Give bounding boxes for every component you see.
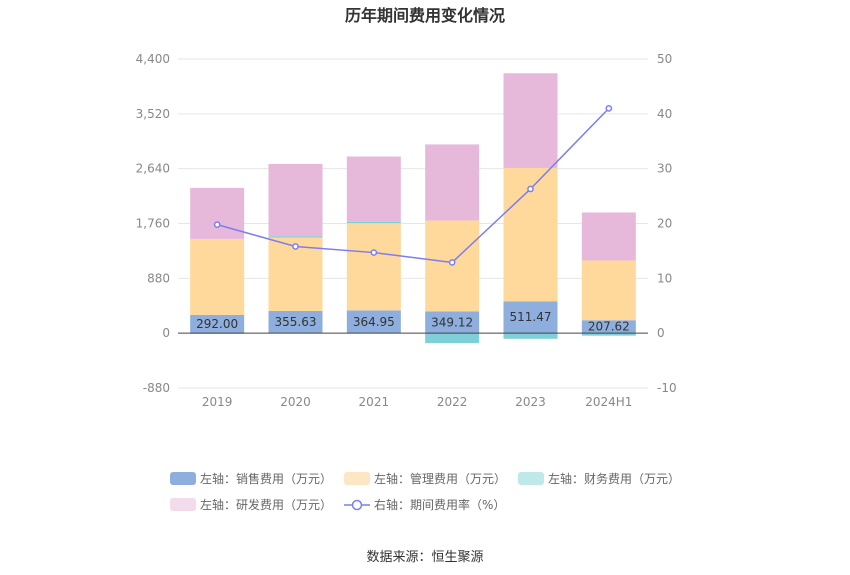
y-right-tick-label: 40 xyxy=(657,107,672,121)
legend-row: 左轴：研发费用（万元） 右轴：期间费用率（%） xyxy=(170,496,690,513)
bar-segment xyxy=(503,73,558,168)
axes: -880 0 880 1,760 2,640 3,520 4,400 -10 0 10 20 30 40… xyxy=(136,52,677,409)
y-left-tick-label: 4,400 xyxy=(136,52,170,66)
legend-item[interactable]: 左轴：财务费用（万元） xyxy=(518,470,680,487)
rate-point xyxy=(370,249,378,256)
legend-item[interactable]: 右轴：期间费用率（%） xyxy=(344,496,505,513)
data-label-group: 292.00 355.63 364.95 349.12 511.47 207.62 xyxy=(196,310,630,333)
y-right-tick-label: -10 xyxy=(657,381,677,395)
legend: 左轴：销售费用（万元） 左轴：管理费用（万元） 左轴：财务费用（万元） 左轴：研发费… xyxy=(170,470,690,522)
legend-row: 左轴：销售费用（万元） 左轴：管理费用（万元） 左轴：财务费用（万元） xyxy=(170,470,690,487)
grid-lines xyxy=(178,58,648,389)
bar-group xyxy=(190,73,636,344)
legend-swatch xyxy=(170,498,196,511)
bar-segment xyxy=(190,314,245,334)
rate-point xyxy=(448,259,456,266)
bar-segment xyxy=(425,144,480,221)
x-tick-label: 2020 xyxy=(280,395,311,409)
bar-segment xyxy=(581,260,636,321)
y-right-tick-label: 10 xyxy=(657,271,672,285)
bar-segment xyxy=(268,163,323,237)
bar-segment xyxy=(190,238,245,315)
source-note: 数据来源：恒生聚源 xyxy=(366,550,484,565)
y-right-tick-label: 0 xyxy=(657,326,665,340)
legend-item[interactable]: 左轴：研发费用（万元） xyxy=(170,496,332,513)
x-tick-label: 2021 xyxy=(359,395,390,409)
x-tick-label: 2024H1 xyxy=(585,395,632,409)
legend-label: 左轴：管理费用（万元） xyxy=(374,472,507,486)
legend-label: 左轴：销售费用（万元） xyxy=(200,472,333,486)
bar-segment xyxy=(346,223,401,311)
bar-segment xyxy=(268,236,323,238)
x-tick-label: 2019 xyxy=(202,395,233,409)
rate-point xyxy=(605,105,613,112)
bar-segment xyxy=(425,311,480,334)
data-label: 355.63 xyxy=(275,315,317,329)
legend-line-marker xyxy=(344,499,371,510)
chart-title: 历年期间费用变化情况 xyxy=(344,6,505,25)
rate-point xyxy=(292,243,299,250)
y-left-tick-label: 0 xyxy=(162,326,170,340)
legend-swatch xyxy=(518,472,545,485)
y-right-tick-label: 50 xyxy=(657,52,672,66)
bar-segment xyxy=(503,301,558,334)
legend-label: 左轴：研发费用（万元） xyxy=(200,498,333,512)
data-label: 364.95 xyxy=(353,315,395,329)
bar-segment xyxy=(581,320,636,334)
y-right-tick-label: 20 xyxy=(657,217,672,231)
rate-line xyxy=(216,107,610,264)
bar-segment xyxy=(346,221,401,224)
bar-segment xyxy=(346,156,401,222)
rate-point xyxy=(527,185,534,193)
data-label: 292.00 xyxy=(196,317,238,331)
x-tick-label: 2022 xyxy=(437,395,468,409)
bar-segment xyxy=(425,220,480,312)
bar-segment xyxy=(503,333,558,339)
bar-segment xyxy=(581,212,636,261)
y-left-tick-label: 1,760 xyxy=(136,217,170,231)
y-right-tick-label: 30 xyxy=(657,162,672,176)
bar-segment xyxy=(581,333,636,336)
data-label: 349.12 xyxy=(431,315,473,329)
y-left-tick-label: -880 xyxy=(143,381,170,395)
rate-line-group xyxy=(213,105,613,266)
bar-segment xyxy=(190,187,245,239)
y-left-tick-label: 2,640 xyxy=(136,162,170,176)
y-left-tick-label: 880 xyxy=(147,271,170,285)
bar-segment xyxy=(346,310,401,334)
data-label: 511.47 xyxy=(510,310,552,324)
x-tick-label: 2023 xyxy=(515,395,546,409)
legend-item[interactable]: 左轴：管理费用（万元） xyxy=(344,470,506,487)
chart-area: -880 0 880 1,760 2,640 3,520 4,400 -10 0 10 20 30 40… xyxy=(136,52,677,409)
bar-segment xyxy=(268,311,323,334)
data-label: 207.62 xyxy=(588,320,630,334)
legend-label: 右轴：期间费用率（%） xyxy=(374,498,506,512)
bar-segment xyxy=(425,333,480,344)
y-left-tick-label: 3,520 xyxy=(136,107,170,121)
legend-item[interactable]: 左轴：销售费用（万元） xyxy=(170,470,332,487)
rate-point xyxy=(213,221,221,228)
legend-swatch xyxy=(344,472,371,485)
legend-label: 左轴：财务费用（万元） xyxy=(548,472,681,486)
legend-swatch xyxy=(170,472,196,485)
